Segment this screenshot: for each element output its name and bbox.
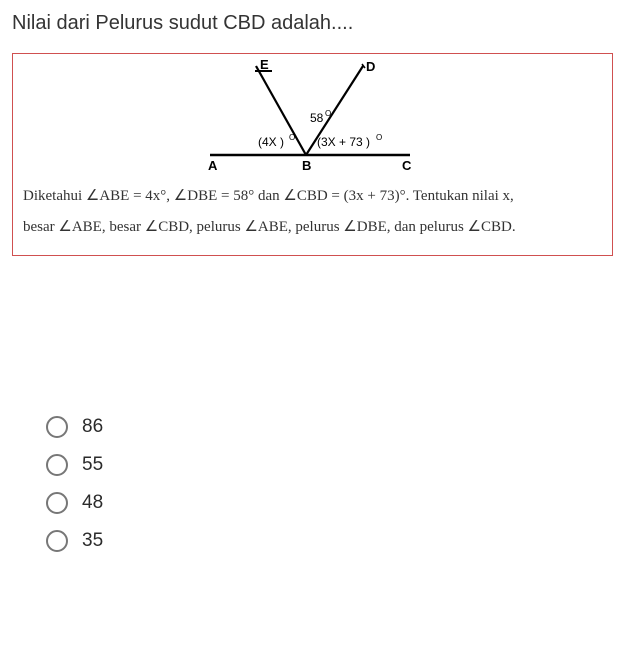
option-label: 55 <box>82 454 103 476</box>
svg-text:(3X + 73 ): (3X + 73 ) <box>317 135 370 149</box>
svg-text:C: C <box>402 158 412 173</box>
question-description: Diketahui ∠ABE = 4x°, ∠DBE = 58° dan ∠CB… <box>13 175 612 255</box>
option-label: 86 <box>82 416 103 438</box>
svg-text:O: O <box>325 109 331 118</box>
option-label: 35 <box>82 530 103 552</box>
radio-icon <box>46 530 68 552</box>
radio-icon <box>46 416 68 438</box>
angle-diagram: EDABC58O(4X )O(3X + 73 )O <box>198 58 428 173</box>
svg-text:O: O <box>289 133 295 142</box>
svg-text:D: D <box>366 59 375 74</box>
option-label: 48 <box>82 492 103 514</box>
description-line-1: Diketahui ∠ABE = 4x°, ∠DBE = 58° dan ∠CB… <box>23 188 514 204</box>
options-group: 86 55 48 35 <box>46 416 613 552</box>
diagram-container: EDABC58O(4X )O(3X + 73 )O <box>13 54 612 175</box>
question-box: EDABC58O(4X )O(3X + 73 )O Diketahui ∠ABE… <box>12 53 613 256</box>
svg-text:(4X ): (4X ) <box>258 135 284 149</box>
svg-text:E: E <box>260 58 269 72</box>
svg-text:58: 58 <box>310 111 324 125</box>
radio-icon <box>46 454 68 476</box>
svg-text:O: O <box>376 133 382 142</box>
svg-text:A: A <box>208 158 218 173</box>
option-55[interactable]: 55 <box>46 454 613 476</box>
svg-text:B: B <box>302 158 311 173</box>
question-title: Nilai dari Pelurus sudut CBD adalah.... <box>12 12 613 35</box>
option-86[interactable]: 86 <box>46 416 613 438</box>
description-line-2: besar ∠ABE, besar ∠CBD, pelurus ∠ABE, pe… <box>23 219 516 235</box>
option-35[interactable]: 35 <box>46 530 613 552</box>
option-48[interactable]: 48 <box>46 492 613 514</box>
radio-icon <box>46 492 68 514</box>
